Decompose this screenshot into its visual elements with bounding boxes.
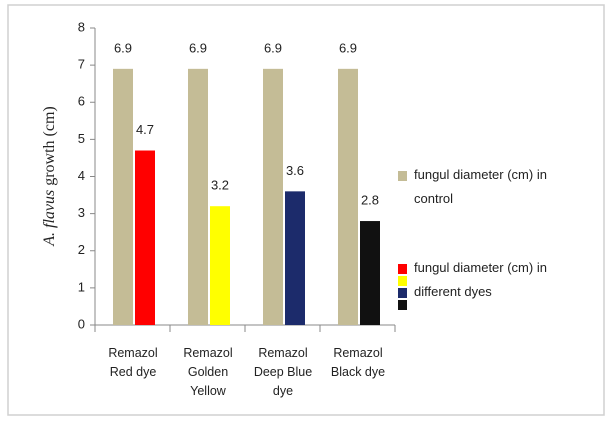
bar (285, 191, 305, 325)
x-tick-label-line: Red dye (109, 365, 157, 379)
bar (113, 68, 133, 326)
x-tick-label-line: Golden (187, 365, 229, 379)
x-tick-label-line: Remazol (183, 346, 233, 360)
x-tick-label-line: Black dye (330, 365, 386, 379)
y-tick-label: 1 (78, 279, 85, 294)
y-tick-label: 2 (78, 242, 85, 257)
bar (263, 68, 283, 326)
x-tick-label: Remazol Black dye (320, 344, 396, 382)
bar (360, 221, 380, 325)
legend-entry: fungul diameter (cm) in control (414, 163, 599, 211)
y-tick-label: 6 (78, 94, 85, 109)
data-label: 6.9 (339, 40, 357, 55)
bar (135, 150, 155, 325)
data-label: 6.9 (264, 40, 282, 55)
legend-swatch (398, 300, 407, 310)
bar (210, 206, 230, 325)
legend-label: control (414, 191, 454, 206)
legend-entry: fungul diameter (cm) in different dyes (414, 256, 599, 304)
x-tick-label-line: Deep Blue (253, 365, 313, 379)
y-tick-label: 7 (78, 57, 85, 72)
x-tick-label: Remazol Golden Yellow (170, 344, 246, 401)
legend-swatch (398, 264, 407, 274)
y-tick-label: 0 (78, 316, 85, 331)
x-tick-label: Remazol Deep Blue dye (245, 344, 321, 401)
data-label: 3.6 (286, 163, 304, 178)
y-tick-label: 3 (78, 205, 85, 220)
x-tick-label-line: Remazol (333, 346, 383, 360)
legend-swatch (398, 288, 407, 298)
x-tick-label-line: Yellow (190, 384, 226, 398)
bar (338, 68, 358, 326)
data-label: 6.9 (114, 40, 132, 55)
x-tick-label-line: dye (272, 384, 294, 398)
legend-label: different dyes (414, 284, 492, 299)
legend-swatch (398, 171, 407, 181)
y-tick-label: 4 (78, 168, 85, 183)
x-tick-label-line: Remazol (108, 346, 158, 360)
data-label: 4.7 (136, 122, 154, 137)
frame (7, 4, 605, 416)
data-label: 3.2 (211, 178, 229, 193)
y-tick-label: 8 (78, 19, 85, 34)
x-tick-label-line: Remazol (258, 346, 308, 360)
bar (188, 68, 208, 326)
data-label: 2.8 (361, 192, 379, 207)
legend-label: fungul diameter (cm) in (414, 167, 547, 182)
y-axis-label-rest: growth (cm) (41, 106, 58, 186)
legend-swatch (398, 276, 407, 286)
y-axis-label-italic: A. flavus (41, 190, 58, 247)
y-axis-label: A. flavus growth (cm) (41, 106, 58, 247)
legend-label: fungul diameter (cm) in (414, 260, 547, 275)
x-tick-label: Remazol Red dye (95, 344, 171, 382)
y-tick-label: 5 (78, 131, 85, 146)
data-label: 6.9 (189, 40, 207, 55)
